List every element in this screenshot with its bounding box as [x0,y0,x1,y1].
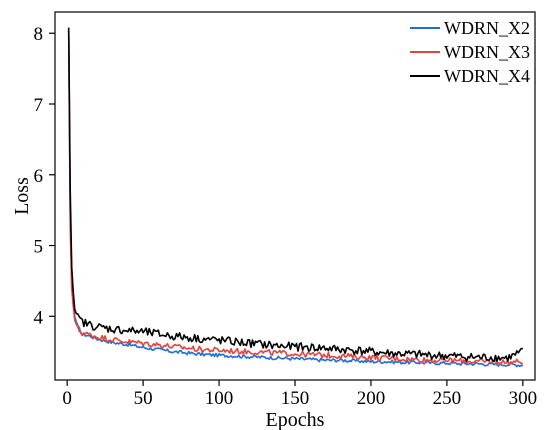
series-line-wdrn-x4 [67,27,523,363]
series-line-wdrn-x3 [67,29,524,366]
x-tick-label: 0 [62,388,72,409]
x-tick-label: 50 [134,388,153,409]
x-tick-label: 250 [433,388,462,409]
y-axis-ticks: 4 5 6 7 8 [34,24,55,328]
x-tick-label: 100 [205,388,234,409]
y-tick-label: 6 [34,166,44,187]
y-axis-title: Loss [11,177,33,215]
x-tick-label: 200 [357,388,386,409]
series-layer [67,27,524,368]
y-tick-label: 7 [34,95,44,116]
x-axis-title: Epochs [266,409,325,430]
x-tick-label: 150 [281,388,310,409]
legend-label: WDRN_X3 [444,42,530,62]
y-tick-label: 5 [34,237,44,258]
y-tick-label: 8 [34,24,44,45]
series-line-wdrn-x2 [67,29,524,368]
legend-label: WDRN_X4 [444,66,530,86]
x-tick-label: 300 [509,388,538,409]
legend: WDRN_X2 WDRN_X3 WDRN_X4 [410,18,530,86]
legend-label: WDRN_X2 [444,18,530,38]
x-axis-ticks: 0 50 100 150 200 250 300 [62,380,537,409]
y-tick-label: 4 [34,307,44,328]
